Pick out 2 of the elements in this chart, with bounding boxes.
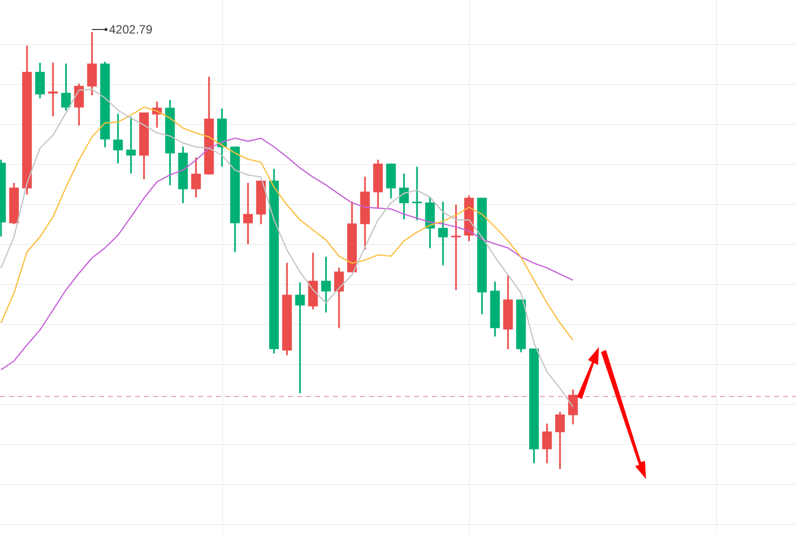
annotation: 4202.79 — [109, 22, 153, 36]
candlestick — [451, 204, 461, 290]
